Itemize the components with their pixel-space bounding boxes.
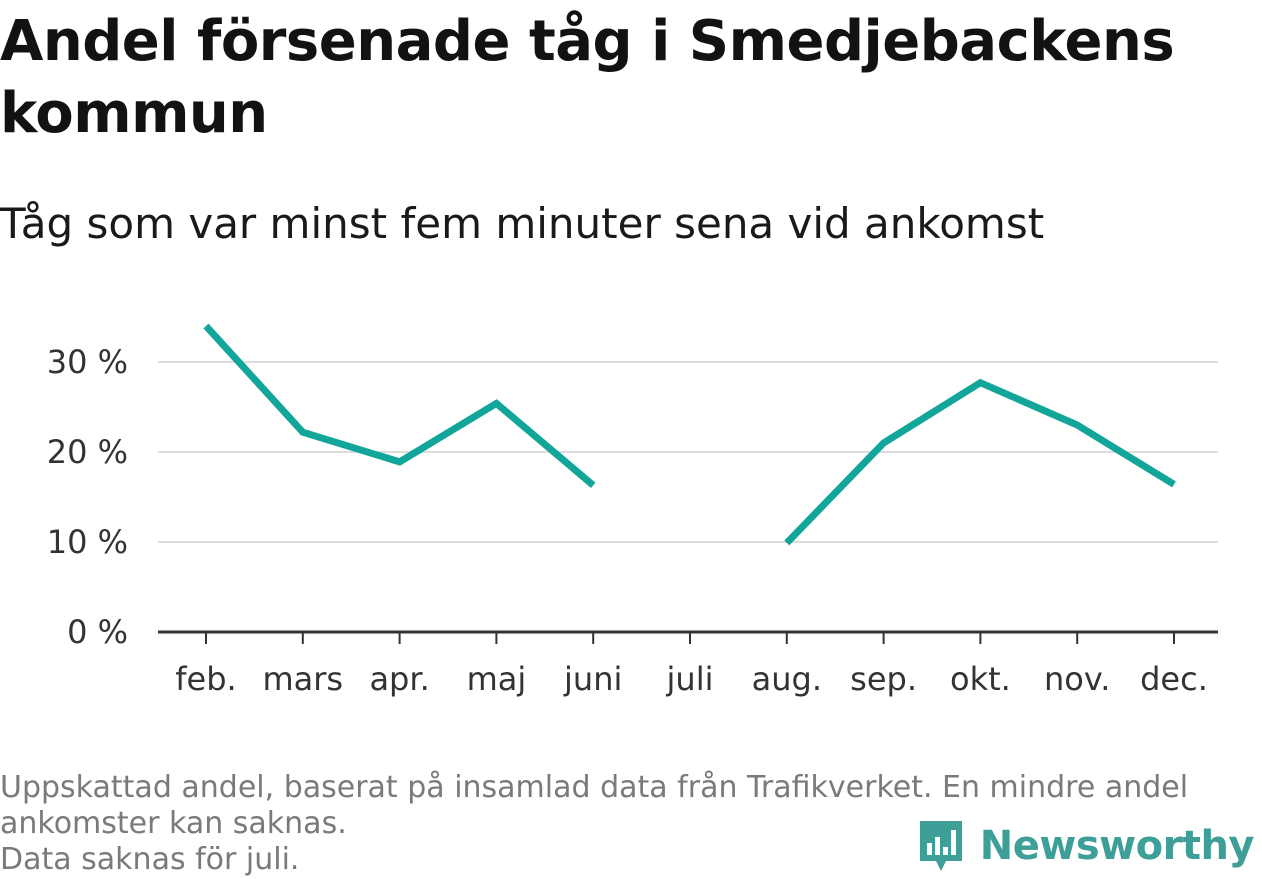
y-tick-label: 30 % xyxy=(47,343,128,381)
footnote-missing-data-note: Data saknas för juli. xyxy=(0,842,300,877)
x-tick-label: juli xyxy=(666,660,714,698)
y-tick-label: 20 % xyxy=(47,433,128,471)
line-chart: 0 % 10 % 20 % 30 % feb. mars apr. maj juni juli a… xyxy=(47,323,1218,698)
x-axis-tick-labels: feb. mars apr. maj juni juli aug. sep. okt. nov. d… xyxy=(175,660,1208,698)
series-lines xyxy=(203,323,1176,546)
x-tick-label: apr. xyxy=(369,660,429,698)
brand-name: Newsworthy xyxy=(979,823,1255,869)
y-axis-tick-labels: 0 % 10 % 20 % 30 % xyxy=(47,343,128,651)
series-line-segment xyxy=(203,323,596,488)
chart-subtitle: Tåg som var minst fem minuter sena vid a… xyxy=(0,199,1045,248)
series-line-segment xyxy=(784,378,1176,546)
newsworthy-logo: Newsworthy xyxy=(916,817,1255,875)
bar-chart-speech-bubble-icon xyxy=(919,821,962,871)
x-tick-label: mars xyxy=(262,660,343,698)
x-tick-label: maj xyxy=(467,660,527,698)
chart-title: Andel försenade tåg i Smedjebackens komm… xyxy=(0,9,1175,146)
x-tick-label: dec. xyxy=(1140,660,1208,698)
x-tick-label: nov. xyxy=(1044,660,1110,698)
x-tick-label: okt. xyxy=(950,660,1011,698)
footnote-source-note: Uppskattad andel, baserat på insamlad da… xyxy=(0,770,1189,841)
x-tick-label: feb. xyxy=(175,660,236,698)
x-tick-label: juni xyxy=(563,660,622,698)
y-tick-label: 10 % xyxy=(47,523,128,561)
x-axis xyxy=(158,630,1218,644)
grid-lines xyxy=(158,361,1218,543)
footnote: Uppskattad andel, baserat på insamlad da… xyxy=(0,770,1245,878)
x-tick-label: sep. xyxy=(850,660,917,698)
x-tick-label: aug. xyxy=(752,660,822,698)
y-tick-label: 0 % xyxy=(67,613,128,651)
